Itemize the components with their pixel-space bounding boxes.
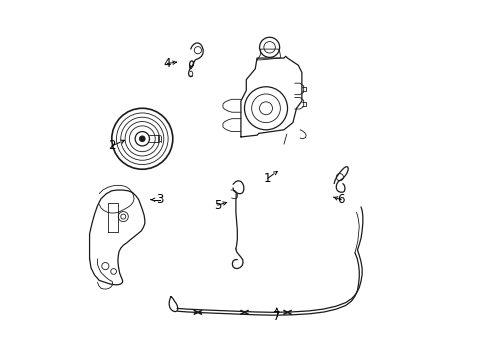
- Text: 2: 2: [108, 139, 115, 152]
- Text: 6: 6: [337, 193, 345, 206]
- Text: 3: 3: [156, 193, 163, 206]
- Circle shape: [121, 214, 125, 219]
- Text: 1: 1: [264, 172, 271, 185]
- Text: 4: 4: [163, 57, 171, 70]
- Text: 7: 7: [272, 310, 280, 323]
- Text: 5: 5: [213, 199, 221, 212]
- Circle shape: [139, 136, 145, 141]
